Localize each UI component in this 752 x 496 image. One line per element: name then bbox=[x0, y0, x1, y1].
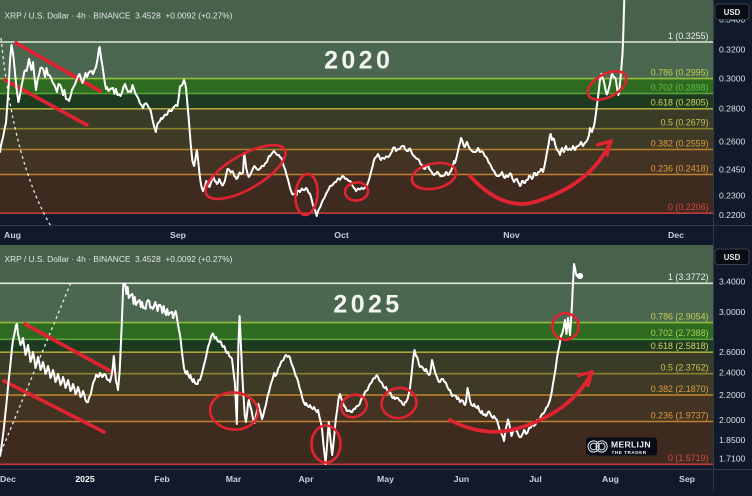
svg-text:3.4000: 3.4000 bbox=[719, 276, 746, 286]
svg-text:Apr: Apr bbox=[299, 474, 315, 484]
svg-text:2.0000: 2.0000 bbox=[719, 415, 746, 425]
svg-text:0.786 (0.2995): 0.786 (0.2995) bbox=[651, 67, 709, 77]
svg-text:XRP / U.S. Dollar · 4h · BINAN: XRP / U.S. Dollar · 4h · BINANCE 3.4528 … bbox=[5, 254, 233, 264]
svg-text:0.2450: 0.2450 bbox=[719, 165, 746, 175]
svg-text:Sep: Sep bbox=[679, 474, 695, 484]
svg-text:May: May bbox=[377, 474, 394, 484]
svg-text:0.702 (2.7388): 0.702 (2.7388) bbox=[651, 328, 709, 338]
svg-text:1.7100: 1.7100 bbox=[719, 454, 746, 464]
svg-text:0.236 (1.9737): 0.236 (1.9737) bbox=[651, 410, 709, 420]
svg-text:2.4000: 2.4000 bbox=[719, 368, 746, 378]
svg-text:Sep: Sep bbox=[170, 230, 186, 240]
svg-text:XRP / U.S. Dollar · 4h · BINAN: XRP / U.S. Dollar · 4h · BINANCE 3.4528 … bbox=[5, 10, 233, 20]
svg-text:0.786 (2.9054): 0.786 (2.9054) bbox=[651, 311, 709, 321]
svg-text:0 (1.6719): 0 (1.6719) bbox=[668, 453, 709, 463]
svg-text:0.5 (2.3762): 0.5 (2.3762) bbox=[661, 363, 709, 373]
svg-text:0.5 (0.2679): 0.5 (0.2679) bbox=[661, 118, 709, 128]
svg-text:0.2800: 0.2800 bbox=[719, 103, 746, 113]
svg-text:Mar: Mar bbox=[226, 474, 242, 484]
svg-text:0.382 (2.1870): 0.382 (2.1870) bbox=[651, 384, 709, 394]
svg-text:Jul: Jul bbox=[529, 474, 542, 484]
svg-text:1 (0.3255): 1 (0.3255) bbox=[668, 31, 709, 41]
svg-text:0.3000: 0.3000 bbox=[719, 74, 746, 84]
svg-text:1 (3.3772): 1 (3.3772) bbox=[668, 272, 709, 282]
svg-text:3.0000: 3.0000 bbox=[719, 307, 746, 317]
svg-text:Feb: Feb bbox=[154, 474, 169, 484]
svg-text:0.618 (2.5818): 0.618 (2.5818) bbox=[651, 341, 709, 351]
svg-text:2020: 2020 bbox=[324, 47, 393, 75]
svg-text:THE TRADER: THE TRADER bbox=[612, 450, 647, 455]
svg-text:Dec: Dec bbox=[0, 474, 16, 484]
svg-text:Oct: Oct bbox=[334, 230, 349, 240]
svg-text:2.6000: 2.6000 bbox=[719, 347, 746, 357]
svg-text:Aug: Aug bbox=[4, 230, 21, 240]
svg-text:0.618 (0.2805): 0.618 (0.2805) bbox=[651, 98, 709, 108]
svg-text:Aug: Aug bbox=[602, 474, 619, 484]
svg-text:Nov: Nov bbox=[503, 230, 520, 240]
svg-text:USD: USD bbox=[724, 253, 741, 262]
svg-text:0.702 (0.2898): 0.702 (0.2898) bbox=[651, 82, 709, 92]
svg-text:0.2600: 0.2600 bbox=[719, 137, 746, 147]
svg-text:MERLIJN: MERLIJN bbox=[611, 440, 651, 450]
svg-text:0.2300: 0.2300 bbox=[719, 190, 746, 200]
svg-text:Jun: Jun bbox=[454, 474, 469, 484]
svg-text:2.2000: 2.2000 bbox=[719, 390, 746, 400]
svg-text:0.382 (0.2559): 0.382 (0.2559) bbox=[651, 138, 709, 148]
svg-text:Dec: Dec bbox=[668, 230, 684, 240]
svg-text:USD: USD bbox=[724, 8, 741, 17]
svg-text:1.8500: 1.8500 bbox=[719, 435, 746, 445]
svg-text:2025: 2025 bbox=[333, 290, 402, 318]
svg-text:0 (0.2206): 0 (0.2206) bbox=[668, 202, 709, 212]
svg-text:0.2200: 0.2200 bbox=[719, 210, 746, 220]
svg-text:2025: 2025 bbox=[75, 474, 94, 484]
svg-text:0.3200: 0.3200 bbox=[719, 45, 746, 55]
svg-text:0.236 (0.2418): 0.236 (0.2418) bbox=[651, 163, 709, 173]
